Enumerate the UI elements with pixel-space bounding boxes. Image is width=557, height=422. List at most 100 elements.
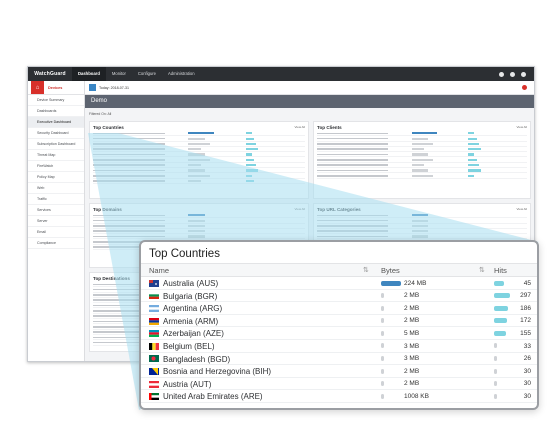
sidebar-item-policy-map[interactable]: Policy Map — [28, 172, 84, 183]
view-all-link[interactable]: View All — [516, 125, 527, 129]
row-text — [93, 153, 166, 156]
mini-row — [317, 173, 527, 179]
sidebar-item-firewatch[interactable]: FireWatch — [28, 161, 84, 172]
table-row[interactable]: Azerbaijan (AZE) 5 MB 155 — [141, 327, 537, 340]
table-row[interactable]: Bangladesh (BGD) 3 MB 26 — [141, 353, 537, 366]
row-bar — [468, 132, 475, 135]
table-row[interactable]: Bulgaria (BGR) 2 MB 297 — [141, 290, 537, 303]
sidebar-item-subscription-dashboard[interactable]: Subscription Dashboard — [28, 139, 84, 150]
row-text — [93, 180, 166, 182]
row-bar — [411, 132, 437, 135]
table-row[interactable]: Belgium (BEL) 3 MB 33 — [141, 340, 537, 353]
sidebar-item-server[interactable]: Server — [28, 216, 84, 227]
row-bar — [188, 169, 206, 172]
user-icon[interactable] — [521, 71, 526, 77]
row-bar — [411, 137, 429, 140]
row-bar — [245, 137, 255, 140]
row-bar — [245, 132, 252, 135]
country-name: United Arab Emirates (ARE) — [163, 392, 263, 402]
row-bar — [245, 179, 255, 183]
table-row[interactable]: Bosnia and Herzegovina (BIH) 2 MB 30 — [141, 365, 537, 378]
table-body: Australia (AUS) 224 MB 45 Bulgaria (BGR) 2 M… — [141, 277, 537, 403]
row-text — [317, 137, 389, 140]
bytes-value: 2 MB — [404, 317, 420, 325]
sidebar-item-email[interactable]: Email — [28, 227, 84, 238]
calendar-icon[interactable] — [89, 84, 96, 91]
hits-value: 26 — [523, 355, 531, 363]
bytes-bar — [381, 343, 384, 349]
panel-title: Top Countries — [93, 125, 124, 130]
row-text — [317, 164, 389, 166]
bell-icon[interactable] — [499, 71, 504, 77]
hits-bar — [494, 393, 497, 399]
panel-top-countries: Top Countries View All — [89, 121, 309, 199]
country-name: Argentina (ARG) — [163, 304, 223, 314]
arg-flag-icon — [149, 304, 159, 312]
row-bar — [188, 158, 210, 161]
nav-monitor[interactable]: Monitor — [111, 71, 126, 76]
home-icon[interactable]: ⌂ — [31, 81, 44, 94]
sidebar-item-security-dashboard[interactable]: Security Dashboard — [28, 128, 84, 139]
date-label[interactable]: Today: 2018-07-31 — [99, 85, 129, 90]
row-text — [317, 219, 389, 222]
country-name: Belgium (BEL) — [163, 341, 215, 351]
table-row[interactable]: Armenia (ARM) 2 MB 172 — [141, 315, 537, 328]
bytes-value: 3 MB — [404, 342, 420, 350]
row-bar — [245, 174, 252, 177]
view-all-link[interactable]: View All — [516, 207, 527, 211]
table-row[interactable]: United Arab Emirates (ARE) 1008 KB 30 — [141, 390, 537, 403]
row-bar — [411, 142, 433, 146]
row-bar — [245, 142, 257, 146]
sidebar-item-device-summary[interactable]: Device Summary — [28, 95, 84, 106]
country-name: Bulgaria (BGR) — [163, 291, 218, 301]
row-bar — [411, 235, 429, 238]
sidebar-item-web[interactable]: Web — [28, 183, 84, 194]
help-icon[interactable] — [510, 71, 515, 77]
row-bar — [188, 132, 214, 135]
hits-bar — [494, 293, 510, 299]
sidebar-item-compliance[interactable]: Compliance — [28, 238, 84, 249]
view-all-link[interactable]: View All — [294, 125, 305, 129]
view-all-link[interactable]: View All — [294, 207, 305, 211]
row-text — [93, 137, 166, 140]
sidebar-item-services[interactable]: Services — [28, 205, 84, 216]
nav-dashboard[interactable]: Dashboard — [72, 67, 106, 81]
table-row[interactable]: Argentina (ARG) 2 MB 186 — [141, 302, 537, 315]
table-row[interactable]: Australia (AUS) 224 MB 45 — [141, 277, 537, 290]
sidebar-item-executive-dashboard[interactable]: Executive Dashboard — [28, 117, 84, 128]
mini-rows — [90, 131, 308, 184]
col-name-header[interactable]: Name — [149, 266, 170, 275]
nav-configure[interactable]: Configure — [137, 71, 157, 76]
col-bytes-header[interactable]: Bytes — [381, 266, 400, 275]
hits-bar — [494, 305, 508, 311]
row-text — [93, 164, 166, 166]
table-row[interactable]: Austria (AUT) 2 MB 30 — [141, 378, 537, 391]
row-bar — [411, 230, 429, 233]
row-text — [93, 225, 166, 227]
sort-icon[interactable]: ⇅ — [479, 267, 485, 274]
bytes-bar — [381, 330, 384, 336]
col-hits-header[interactable]: Hits — [494, 266, 507, 275]
mini-rows — [314, 131, 530, 179]
row-bar — [411, 153, 429, 156]
are-flag-icon — [149, 393, 159, 401]
hits-value: 33 — [523, 342, 531, 350]
hits-bar — [494, 381, 497, 387]
nav-administration[interactable]: Administration — [168, 71, 195, 76]
sort-icon[interactable]: ⇅ — [363, 267, 369, 274]
page-title: Demo — [85, 95, 534, 108]
panel-top-clients: Top Clients View All — [313, 121, 531, 199]
hits-bar — [494, 330, 506, 336]
bytes-bar — [381, 293, 384, 299]
sidebar-item-threat-map[interactable]: Threat Map — [28, 150, 84, 161]
hits-value: 172 — [520, 317, 531, 325]
country-name: Bosnia and Herzegovina (BIH) — [163, 367, 272, 377]
bytes-bar — [381, 368, 384, 374]
arm-flag-icon — [149, 317, 159, 325]
row-text — [93, 174, 166, 177]
alert-icon[interactable] — [522, 85, 527, 90]
sidebar-item-dashboards[interactable]: Dashboards — [28, 106, 84, 117]
top-nav: Dashboard Monitor Configure Administrati… — [72, 67, 201, 81]
sidebar-item-traffic[interactable]: Traffic — [28, 194, 84, 205]
